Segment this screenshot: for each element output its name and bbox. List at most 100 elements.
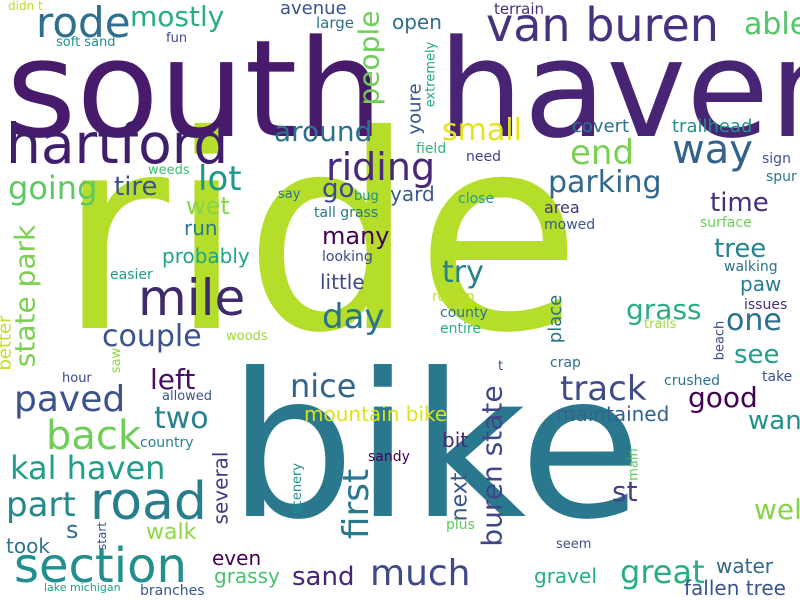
cloud-word: mowed — [544, 217, 596, 233]
cloud-word: tire — [114, 172, 158, 202]
cloud-word: didn t — [8, 0, 43, 13]
cloud-word: next — [447, 472, 473, 522]
cloud-word: branches — [140, 583, 205, 599]
cloud-word: walking — [724, 259, 778, 275]
cloud-word: grassy — [214, 564, 280, 588]
cloud-word: van buren — [486, 0, 719, 52]
cloud-word: back — [46, 413, 142, 459]
cloud-word: see — [734, 340, 780, 370]
cloud-word: start — [94, 522, 109, 550]
cloud-word: end — [570, 133, 635, 173]
cloud-word: plus — [446, 517, 475, 533]
cloud-word: scenery — [290, 462, 306, 515]
cloud-word: hartford — [6, 112, 229, 176]
cloud-word: little — [320, 270, 365, 294]
cloud-word: much — [370, 553, 471, 594]
cloud-word: soft sand — [56, 35, 116, 50]
cloud-word: ride — [58, 77, 582, 392]
cloud-word: day — [322, 297, 385, 337]
cloud-word: bit — [442, 428, 469, 452]
cloud-word: good — [688, 381, 758, 414]
cloud-word: around — [274, 115, 373, 148]
cloud-word: better — [0, 315, 16, 371]
cloud-word: water — [716, 554, 773, 578]
cloud-word: took — [6, 534, 50, 558]
cloud-word: main — [626, 448, 642, 481]
cloud-word: trails — [644, 317, 677, 332]
cloud-word: easier — [110, 267, 153, 283]
cloud-word: bug — [354, 189, 379, 204]
cloud-word: even — [212, 546, 262, 570]
cloud-word: mostly — [130, 0, 225, 33]
cloud-word: lake michigan — [44, 581, 121, 594]
cloud-word: tree — [714, 234, 767, 264]
cloud-word: fallen tree — [684, 576, 786, 600]
cloud-word: surface — [700, 215, 752, 231]
cloud-word: run — [184, 216, 218, 240]
cloud-word: two — [154, 401, 209, 436]
cloud-word: several — [208, 451, 233, 525]
cloud-word: want — [748, 406, 800, 436]
cloud-word: paved — [14, 379, 126, 420]
cloud-word: part — [6, 485, 76, 525]
cloud-word: looking — [322, 249, 373, 265]
cloud-word: buren state — [475, 385, 509, 547]
cloud-word: large — [316, 14, 355, 32]
cloud-word: spur — [766, 169, 797, 185]
cloud-word: seem — [556, 537, 592, 552]
cloud-word: need — [466, 149, 501, 165]
cloud-word: couple — [102, 319, 202, 354]
cloud-word: s — [66, 516, 79, 544]
cloud-word: fun — [166, 31, 188, 46]
cloud-word: field — [416, 141, 447, 157]
cloud-word: people — [352, 10, 386, 106]
cloud-word: covert — [572, 116, 630, 137]
cloud-word: weeds — [148, 163, 190, 178]
cloud-word: great — [620, 553, 705, 591]
cloud-word: yard — [390, 182, 435, 206]
cloud-word: saw — [109, 347, 125, 374]
cloud-word: extremely — [423, 41, 439, 108]
cloud-word: avenue — [280, 0, 347, 19]
cloud-word: mile — [138, 269, 246, 327]
cloud-word: youre — [404, 83, 426, 135]
cloud-word: woods — [226, 329, 268, 344]
cloud-word: open — [392, 10, 442, 34]
cloud-word: well — [754, 493, 800, 526]
cloud-word: time — [710, 188, 769, 218]
cloud-word: lot — [198, 159, 242, 199]
cloud-word: point — [373, 479, 389, 514]
cloud-word: left — [150, 363, 196, 396]
cloud-word: mountain bike — [304, 402, 448, 426]
cloud-word: wet — [186, 192, 230, 220]
cloud-word: crushed — [664, 373, 720, 389]
cloud-word: place — [545, 294, 567, 344]
cloud-word: go — [322, 174, 355, 204]
cloud-word: way — [672, 127, 753, 173]
cloud-word: going — [8, 169, 98, 207]
cloud-word: t — [498, 359, 504, 374]
cloud-word: crap — [550, 355, 581, 371]
cloud-word: issues — [744, 297, 788, 313]
cloud-word: area — [544, 198, 580, 217]
cloud-word: gravel — [534, 564, 597, 588]
cloud-word: county — [440, 305, 488, 321]
cloud-word: trailhead — [672, 116, 753, 137]
cloud-word: say — [278, 187, 301, 202]
cloud-word: small — [442, 113, 522, 148]
cloud-word: able — [744, 7, 800, 42]
cloud-word: track — [560, 369, 647, 409]
cloud-word: sandy — [368, 449, 410, 465]
cloud-word: try — [442, 255, 484, 290]
cloud-word: return — [432, 289, 475, 305]
cloud-word: st — [612, 475, 638, 508]
cloud-word: sign — [762, 151, 791, 167]
cloud-word: many — [322, 222, 390, 250]
cloud-word: maintained — [556, 402, 670, 426]
cloud-word: kal haven — [10, 449, 166, 487]
cloud-word: nice — [290, 367, 357, 405]
cloud-word: allowed — [162, 389, 213, 404]
cloud-word: walk — [146, 520, 197, 545]
cloud-word: entire — [440, 321, 481, 337]
cloud-word: section — [14, 538, 187, 594]
